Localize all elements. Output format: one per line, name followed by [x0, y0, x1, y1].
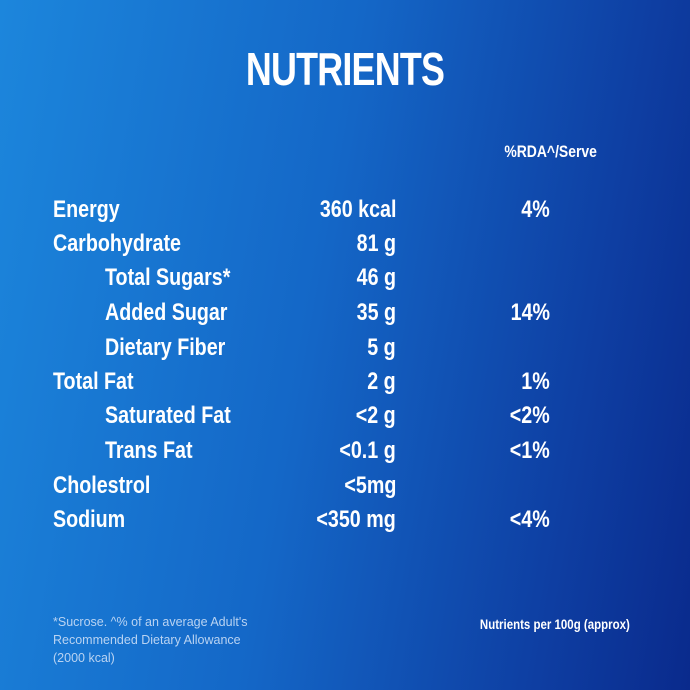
nutrient-amount: <2 g	[356, 402, 396, 429]
nutrient-rda: <1%	[510, 437, 550, 464]
nutrient-rda: 14%	[510, 299, 550, 326]
nutrient-name: Added Sugar	[105, 299, 228, 326]
nutrient-name: Energy	[53, 196, 120, 223]
serving-note: Nutrients per 100g (approx)	[480, 616, 630, 632]
nutrient-name: Cholestrol	[53, 472, 151, 499]
nutrient-amount: 46 g	[356, 264, 396, 291]
nutrient-amount: 5 g	[367, 334, 396, 361]
nutrient-rda: <4%	[510, 506, 550, 533]
nutrient-name: Trans Fat	[105, 437, 193, 464]
nutrient-amount: <350 mg	[316, 506, 396, 533]
nutrient-name: Dietary Fiber	[105, 334, 226, 361]
nutrient-amount: 2 g	[367, 368, 396, 395]
nutrient-name: Total Sugars*	[105, 264, 231, 291]
nutrient-name: Total Fat	[53, 368, 134, 395]
nutrient-rda: <2%	[510, 402, 550, 429]
nutrient-amount: <0.1 g	[339, 437, 396, 464]
nutrient-amount: 35 g	[356, 299, 396, 326]
nutrient-amount: <5mg	[344, 472, 396, 499]
column-header: %RDA^/Serve	[504, 142, 597, 161]
title: NUTRIENTS	[245, 43, 445, 95]
footnote-line: *Sucrose. ^% of an average Adult's	[53, 615, 248, 629]
nutrient-rda: 1%	[521, 368, 550, 395]
nutrient-name: Saturated Fat	[105, 402, 231, 429]
nutrient-rda: 4%	[521, 196, 550, 223]
nutrient-name: Carbohydrate	[53, 230, 181, 257]
nutrient-amount: 81 g	[356, 230, 396, 257]
nutrient-name: Sodium	[53, 506, 126, 533]
nutrient-amount: 360 kcal	[319, 196, 396, 223]
footnote-line: (2000 kcal)	[53, 651, 115, 665]
footnote-line: Recommended Dietary Allowance	[53, 633, 241, 647]
